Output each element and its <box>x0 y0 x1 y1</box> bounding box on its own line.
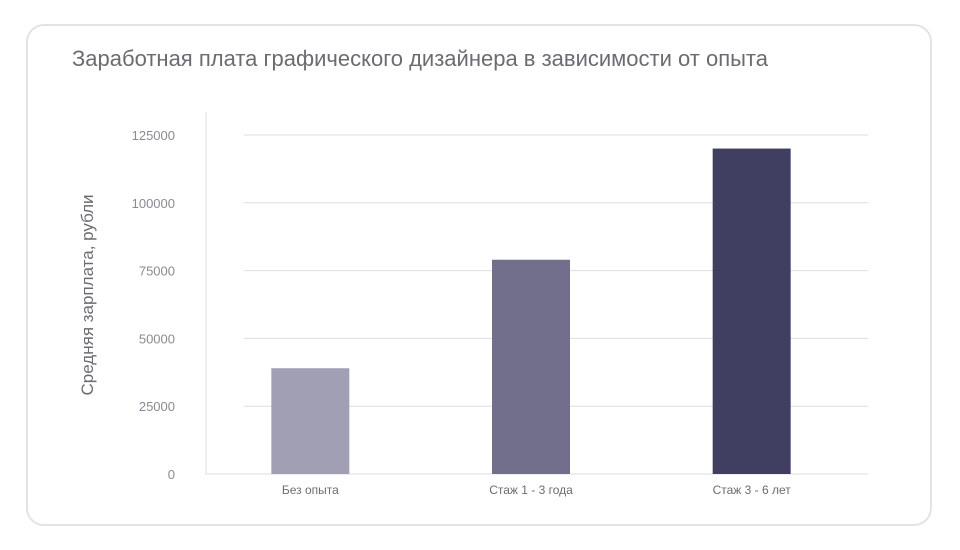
bar <box>492 259 570 474</box>
bar <box>712 148 791 474</box>
x-tick-label: Стаж 3 - 6 лет <box>713 483 792 497</box>
chart-title: Заработная плата графического дизайнера … <box>72 46 768 71</box>
y-tick-label: 0 <box>168 467 175 482</box>
y-tick-label: 125000 <box>132 128 175 143</box>
bar <box>271 368 350 474</box>
y-tick-label: 100000 <box>132 196 175 211</box>
y-tick-label: 50000 <box>139 331 175 346</box>
y-tick-label: 25000 <box>139 399 175 414</box>
y-tick-label: 75000 <box>139 264 175 279</box>
x-tick-label: Стаж 1 - 3 года <box>489 483 573 497</box>
x-tick-label: Без опыта <box>282 483 339 497</box>
